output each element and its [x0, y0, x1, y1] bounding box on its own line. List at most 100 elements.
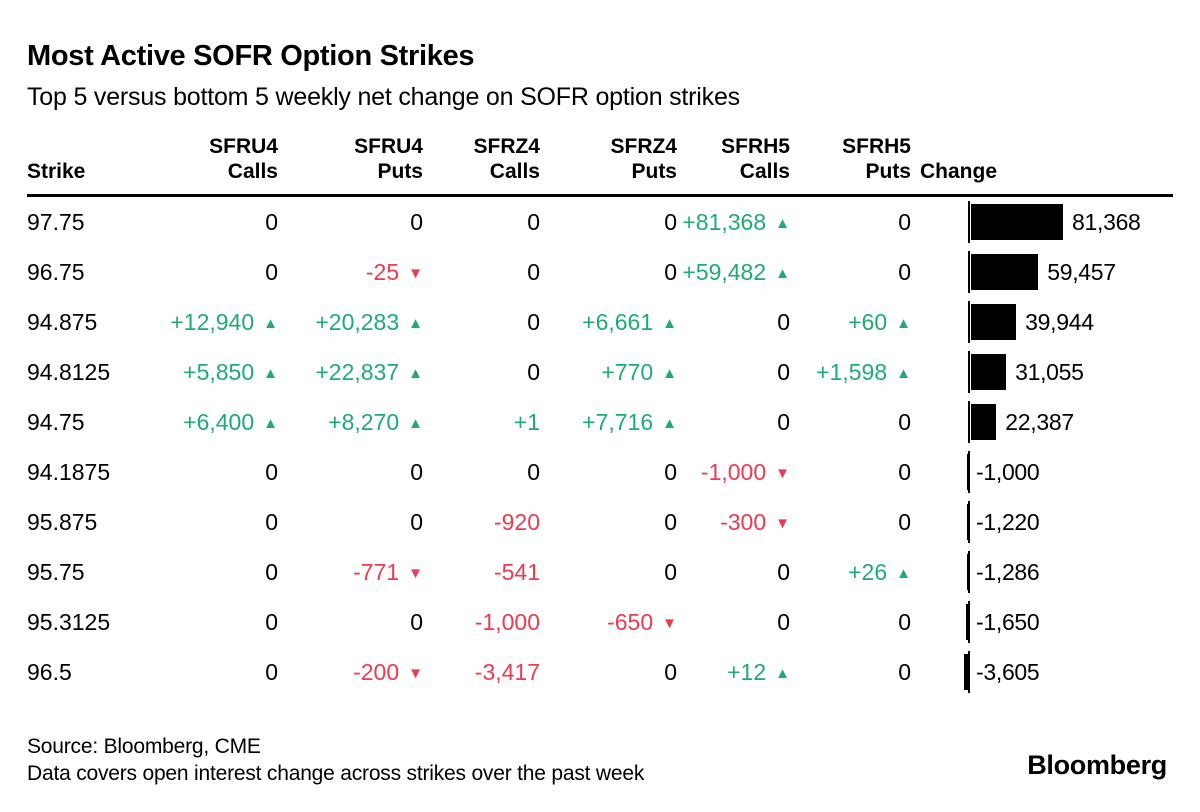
change-bar — [966, 454, 968, 491]
axis-baseline-tick — [968, 451, 970, 494]
net-change-value: -1,000 — [474, 608, 540, 635]
net-change-value: 0 — [664, 458, 677, 485]
column-header-strike: Strike — [27, 134, 137, 198]
value-cell: +6,400 ▲ — [137, 397, 278, 447]
value-cell: +6,661 ▲ — [540, 297, 677, 347]
strike-cell: 94.75 — [27, 408, 85, 435]
axis-baseline-tick — [968, 651, 970, 694]
up-triangle-icon: ▲ — [408, 414, 423, 432]
value-cell: -541 — [423, 547, 540, 597]
net-change-value: -200 — [353, 658, 400, 685]
net-change-value: +1,598 — [816, 358, 888, 385]
up-triangle-icon: ▲ — [263, 414, 278, 432]
table-row: 95.75 0 -771 ▼ -541 0 0 +26 ▲ -1,286 — [27, 547, 1173, 597]
net-change-value: 0 — [777, 308, 790, 335]
change-bar — [971, 404, 997, 441]
strike-cell: 95.3125 — [27, 608, 111, 635]
net-change-value: 0 — [265, 258, 278, 285]
value-cell: 0 — [790, 397, 911, 447]
data-note-line: Data covers open interest change across … — [27, 762, 645, 785]
value-cell: 0 — [540, 547, 677, 597]
change-value-label: -1,286 — [976, 559, 1040, 586]
net-change-value: +7,716 — [582, 408, 654, 435]
change-bar-wrap: -1,000 — [911, 447, 1173, 497]
strike-cell: 94.1875 — [27, 458, 111, 485]
value-cell: 0 — [677, 547, 790, 597]
value-cell: -3,417 — [423, 647, 540, 697]
value-cell: 0 — [423, 447, 540, 497]
axis-baseline-tick — [968, 551, 970, 594]
change-bar-wrap: 22,387 — [911, 397, 1173, 447]
up-triangle-icon: ▲ — [662, 364, 677, 382]
net-change-value: +22,837 — [315, 358, 400, 385]
strike-cell: 97.75 — [27, 208, 85, 235]
strike-cell: 96.75 — [27, 258, 85, 285]
down-triangle-icon: ▼ — [408, 264, 423, 282]
value-cell: 0 — [790, 447, 911, 497]
value-cell: 0 — [278, 196, 423, 248]
value-cell: 0 — [540, 447, 677, 497]
value-cell: 0 — [677, 397, 790, 447]
net-change-value: 0 — [265, 608, 278, 635]
down-triangle-icon: ▼ — [408, 564, 423, 582]
table-row: 94.75 +6,400 ▲ +8,270 ▲ +1 +7,716 ▲ 0 0 22,387 — [27, 397, 1173, 447]
value-cell: -200 ▼ — [278, 647, 423, 697]
value-cell: 0 — [790, 497, 911, 547]
value-cell: +12,940 ▲ — [137, 297, 278, 347]
value-cell: 0 — [790, 647, 911, 697]
change-value-label: 22,387 — [1005, 409, 1074, 436]
change-value-label: 81,368 — [1072, 209, 1141, 236]
net-change-value: +12,940 — [170, 308, 255, 335]
value-cell: +1,598 ▲ — [790, 347, 911, 397]
net-change-value: 0 — [265, 208, 278, 235]
net-change-value: 0 — [898, 608, 911, 635]
change-bar-wrap: -1,286 — [911, 547, 1173, 597]
column-header-change: Change — [911, 134, 1173, 198]
value-cell: -1,000 — [423, 597, 540, 647]
net-change-value: 0 — [777, 358, 790, 385]
up-triangle-icon: ▲ — [408, 314, 423, 332]
value-cell: +22,837 ▲ — [278, 347, 423, 397]
net-change-value: 0 — [898, 208, 911, 235]
change-bar-cell: 39,944 — [911, 297, 1173, 347]
column-header-calls: SFRU4 Calls — [137, 134, 278, 198]
value-cell: 0 — [540, 647, 677, 697]
change-value-label: -1,220 — [976, 509, 1040, 536]
strike-cell: 94.875 — [27, 308, 98, 335]
change-bar-cell: 59,457 — [911, 247, 1173, 297]
value-cell: +20,283 ▲ — [278, 297, 423, 347]
net-change-value: 0 — [527, 308, 540, 335]
column-header-calls: SFRH5 Calls — [677, 134, 790, 198]
net-change-value: -3,417 — [474, 658, 540, 685]
change-bar — [966, 504, 968, 541]
column-header-puts: SFRZ4 Puts — [540, 134, 677, 198]
change-value-label: 31,055 — [1015, 359, 1084, 386]
net-change-value: +12 — [727, 658, 767, 685]
change-bar — [966, 604, 968, 641]
change-value-label: 39,944 — [1025, 309, 1094, 336]
change-bar-cell: -1,286 — [911, 547, 1173, 597]
chart-title: Most Active SOFR Option Strikes — [27, 40, 475, 72]
change-bar-wrap: 59,457 — [911, 247, 1173, 297]
column-header-calls: SFRZ4 Calls — [423, 134, 540, 198]
change-bar-wrap: 31,055 — [911, 347, 1173, 397]
net-change-value: 0 — [410, 508, 423, 535]
value-cell: 0 — [790, 196, 911, 248]
value-cell: -300 ▼ — [677, 497, 790, 547]
value-cell: 0 — [540, 247, 677, 297]
change-bar-cell: 31,055 — [911, 347, 1173, 397]
net-change-value: +5,850 — [183, 358, 255, 385]
value-cell: 0 — [790, 597, 911, 647]
down-triangle-icon: ▼ — [775, 464, 790, 482]
table-row: 95.3125 0 0 -1,000 -650 ▼ 0 0 -1,650 — [27, 597, 1173, 647]
net-change-value: 0 — [265, 458, 278, 485]
up-triangle-icon: ▲ — [263, 364, 278, 382]
table-row: 95.875 0 0 -920 0 -300 ▼ 0 -1,220 — [27, 497, 1173, 547]
value-cell: 0 — [423, 247, 540, 297]
net-change-value: +1 — [513, 408, 540, 435]
change-value-label: -1,650 — [976, 609, 1040, 636]
net-change-value: +6,400 — [183, 408, 255, 435]
change-bar-wrap: -1,220 — [911, 497, 1173, 547]
table-row: 94.875 +12,940 ▲ +20,283 ▲ 0 +6,661 ▲ 0 +60 ▲ 39,94… — [27, 297, 1173, 347]
net-change-value: 0 — [265, 508, 278, 535]
